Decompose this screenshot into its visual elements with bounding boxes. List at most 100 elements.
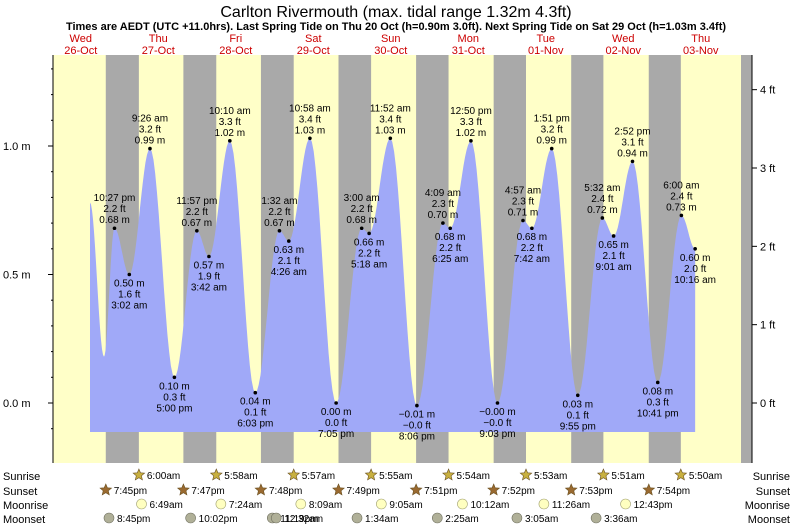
sunset-time: 7:48pm	[269, 486, 302, 497]
tide-ft-label: 2.2 ft	[521, 243, 543, 254]
tide-time-label: 5:00 pm	[156, 403, 192, 414]
tide-ft-label: 3.3 ft	[219, 117, 241, 128]
tide-ft-label: 2.2 ft	[351, 204, 373, 215]
tide-point	[195, 229, 199, 233]
sunset-icon	[176, 483, 190, 496]
tide-ft-label: 3.4 ft	[299, 114, 321, 125]
day-weekday-label: Sat	[305, 33, 322, 45]
moonrise-icon	[136, 498, 147, 510]
tide-time-label: 9:26 am	[132, 114, 168, 125]
moonrise-icon	[457, 498, 468, 510]
moonrise-time: 12:43pm	[634, 500, 673, 511]
tide-m-label: 1.03 m	[295, 125, 326, 136]
tide-m-label: 0.68 m	[435, 232, 466, 243]
sunset-icon	[332, 483, 345, 496]
tide-ft-label: 3.3 ft	[460, 117, 482, 128]
moonrise-icon	[215, 498, 227, 510]
tide-point	[630, 159, 635, 164]
tide-m-label: 0.10 m	[159, 381, 190, 392]
tide-point	[388, 136, 393, 141]
tide-time-label: 7:42 am	[514, 254, 550, 265]
moonset-icon	[511, 512, 523, 524]
tide-area	[90, 138, 696, 433]
tide-point	[127, 272, 132, 277]
sunset-icon	[642, 483, 656, 496]
tide-time-label: 9:01 am	[596, 262, 632, 273]
moonrise-time: 11:26am	[552, 500, 590, 511]
tide-point	[207, 254, 211, 259]
tide-point	[575, 393, 580, 398]
sunrise-time: 5:54am	[457, 471, 490, 482]
tide-point	[600, 216, 605, 220]
day-date-label: 31-Oct	[452, 45, 485, 57]
tide-ft-label: 2.4 ft	[670, 191, 692, 202]
tide-m-label: 0.94 m	[617, 148, 648, 159]
sunrise-time: 5:53am	[534, 471, 567, 482]
moonset-time: 10:02pm	[199, 514, 238, 525]
tide-point	[549, 146, 554, 151]
day-weekday-label: Wed	[70, 33, 92, 45]
tide-time-label: 3:00 am	[344, 193, 380, 204]
tide-m-label: 0.63 m	[274, 245, 305, 256]
chart-title: Carlton Rivermouth (max. tidal range 1.3…	[220, 4, 571, 21]
day-date-label: 02-Nov	[606, 45, 642, 57]
tide-ft-label: 2.2 ft	[103, 204, 125, 215]
tide-ft-label: 0.3 ft	[163, 392, 185, 403]
moonset-time: 1:34am	[365, 514, 398, 525]
tide-time-label: 4:57 am	[505, 186, 541, 197]
sunrise-time: 5:51am	[611, 471, 644, 482]
tide-m-label: 1.03 m	[375, 125, 406, 136]
sunset-row-label-right: Sunset	[756, 486, 790, 498]
tide-point	[308, 136, 312, 141]
tide-point	[112, 226, 117, 231]
tide-m-label: 0.99 m	[536, 136, 567, 147]
day-date-label: 26-Oct	[64, 45, 97, 57]
day-date-label: 01-Nov	[528, 45, 564, 57]
chart-subtitle: Times are AEDT (UTC +11.0hrs). Last Spri…	[66, 21, 726, 33]
sunrise-icon	[364, 468, 378, 481]
tide-time-label: 2:52 pm	[614, 126, 650, 137]
tide-point	[277, 229, 282, 233]
tide-ft-label: 0.3 ft	[647, 397, 669, 408]
tide-m-label: 0.57 m	[194, 261, 225, 272]
tide-m-label: 0.68 m	[99, 215, 130, 226]
left-tick-label: 0.5 m	[3, 270, 31, 282]
tide-m-label: 0.67 m	[182, 218, 213, 229]
tide-time-label: 10:58 am	[289, 103, 331, 114]
sunrise-row-label-left: Sunrise	[3, 471, 40, 483]
tide-time-label: 6:00 am	[663, 180, 699, 191]
moonrise-row-label-left: Moonrise	[3, 500, 48, 512]
tide-ft-label: 2.4 ft	[591, 194, 613, 205]
day-weekday-label: Wed	[612, 33, 634, 45]
tide-time-label: 10:16 am	[674, 275, 716, 286]
tide-point	[448, 226, 453, 231]
sunrise-icon	[674, 468, 688, 481]
day-date-label: 29-Oct	[297, 45, 330, 57]
tide-time-label: 7:05 pm	[318, 429, 354, 440]
moonset-icon	[270, 512, 282, 524]
tide-ft-label: 2.2 ft	[268, 207, 290, 218]
tide-m-label: 0.71 m	[508, 208, 539, 219]
tide-ft-label: 1.9 ft	[198, 272, 220, 283]
sunrise-time: 5:58am	[224, 471, 257, 482]
left-tick-label: 0.0 m	[3, 398, 31, 410]
tide-m-label: 0.08 m	[642, 386, 673, 397]
tide-time-label: 3:42 am	[191, 283, 227, 294]
tide-point	[367, 231, 371, 236]
tide-time-label: 10:41 pm	[637, 408, 679, 419]
moonset-row-label-left: Moonset	[3, 514, 45, 525]
moonset-icon	[590, 512, 602, 524]
tide-m-label: 0.68 m	[346, 215, 377, 226]
tide-ft-label: 2.2 ft	[439, 243, 461, 254]
moonrise-time: 8:09am	[309, 500, 342, 511]
tide-ft-label: 2.2 ft	[358, 248, 380, 259]
day-weekday-label: Thu	[691, 33, 710, 45]
tide-m-label: 0.72 m	[587, 205, 618, 216]
sunset-time: 7:54pm	[657, 486, 690, 497]
day-date-label: 30-Oct	[374, 45, 407, 57]
sunrise-time: 6:00am	[147, 471, 180, 482]
tide-point	[679, 213, 684, 218]
plot-frame	[0, 55, 793, 525]
tide-ft-label: 2.1 ft	[278, 256, 300, 267]
